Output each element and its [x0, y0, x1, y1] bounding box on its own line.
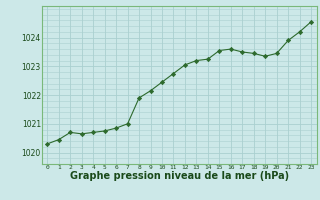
- X-axis label: Graphe pression niveau de la mer (hPa): Graphe pression niveau de la mer (hPa): [70, 171, 289, 181]
